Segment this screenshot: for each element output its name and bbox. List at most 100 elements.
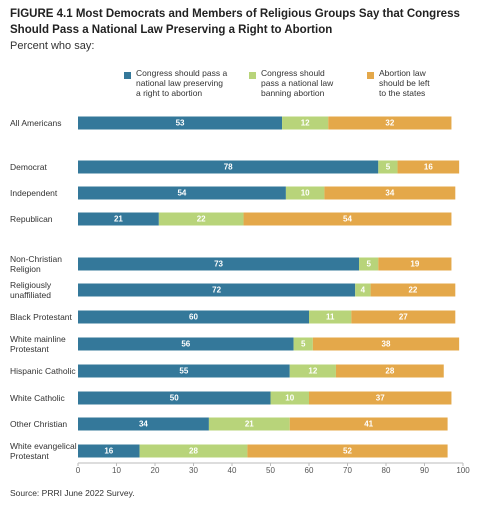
legend-swatch xyxy=(367,72,374,79)
value-label: 10 xyxy=(301,189,310,198)
x-tick-label: 10 xyxy=(112,466,121,475)
bar-segment xyxy=(208,417,290,431)
value-label: 21 xyxy=(245,420,254,429)
bar-segment xyxy=(335,364,444,378)
category-label: Other Christian xyxy=(10,419,68,429)
value-label: 19 xyxy=(410,260,419,269)
x-tick-label: 20 xyxy=(151,466,160,475)
bar-segment xyxy=(293,337,313,351)
value-label: 27 xyxy=(399,313,408,322)
value-label: 10 xyxy=(285,394,294,403)
bar-segment xyxy=(78,391,271,405)
bar-segment xyxy=(78,444,140,458)
bar-segment xyxy=(378,160,398,174)
bar-segment xyxy=(370,283,456,297)
value-label: 32 xyxy=(385,119,394,128)
legend-swatch xyxy=(249,72,256,79)
value-label: 5 xyxy=(386,163,391,172)
x-tick-label: 80 xyxy=(382,466,391,475)
category-label: White mainline Protestant xyxy=(10,334,66,354)
bar-segment xyxy=(243,212,452,226)
x-tick-label: 100 xyxy=(456,466,470,475)
value-label: 37 xyxy=(376,394,385,403)
bar-segment xyxy=(289,364,336,378)
category-label: All Americans xyxy=(10,118,62,128)
value-label: 38 xyxy=(382,340,391,349)
x-tick-label: 50 xyxy=(266,466,275,475)
x-tick-label: 40 xyxy=(228,466,237,475)
source: Source: PRRI June 2022 Survey. xyxy=(10,488,135,498)
bar-segment xyxy=(285,186,325,200)
value-label: 22 xyxy=(197,215,206,224)
subtitle: Percent who say: xyxy=(10,40,95,52)
bar-segment xyxy=(351,310,456,324)
bar-segment xyxy=(270,391,309,405)
bar-segment xyxy=(78,417,209,431)
legend-swatch xyxy=(124,72,131,79)
category-label: Black Protestant xyxy=(10,312,72,322)
value-label: 16 xyxy=(104,447,113,456)
bar-segment xyxy=(78,160,379,174)
x-tick-label: 90 xyxy=(420,466,429,475)
legend-label: Congress should pass a national law bann… xyxy=(261,68,334,98)
value-label: 5 xyxy=(301,340,306,349)
value-label: 22 xyxy=(408,286,417,295)
bar-segment xyxy=(328,116,452,130)
x-tick-label: 30 xyxy=(189,466,198,475)
category-label: Independent xyxy=(10,188,58,198)
category-label: Democrat xyxy=(10,162,47,172)
value-label: 16 xyxy=(424,163,433,172)
value-label: 72 xyxy=(212,286,221,295)
value-label: 34 xyxy=(139,420,148,429)
value-label: 53 xyxy=(176,119,185,128)
value-label: 28 xyxy=(189,447,198,456)
bar-segment xyxy=(378,257,452,271)
bar-segment xyxy=(78,186,286,200)
category-label: Hispanic Catholic xyxy=(10,366,76,376)
bar-segment xyxy=(78,337,294,351)
value-label: 5 xyxy=(366,260,371,269)
bar-segment xyxy=(309,391,452,405)
category-label: Religiously unaffiliated xyxy=(10,280,52,300)
chart-title: FIGURE 4.1 Most Democrats and Members of… xyxy=(10,8,460,36)
value-label: 50 xyxy=(170,394,179,403)
value-label: 11 xyxy=(326,313,335,322)
legend-label: Congress should pass a national law pres… xyxy=(136,68,228,98)
value-label: 4 xyxy=(361,286,366,295)
bar-segment xyxy=(78,257,360,271)
category-label: Republican xyxy=(10,214,53,224)
bar-segment xyxy=(78,364,290,378)
value-label: 55 xyxy=(179,367,188,376)
value-label: 28 xyxy=(385,367,394,376)
value-label: 56 xyxy=(181,340,190,349)
bar-segment xyxy=(78,212,159,226)
value-label: 54 xyxy=(343,215,352,224)
bar-segment xyxy=(78,116,283,130)
bar-segment xyxy=(324,186,456,200)
value-label: 60 xyxy=(189,313,198,322)
bar-segment xyxy=(78,283,356,297)
value-label: 52 xyxy=(343,447,352,456)
bar-segment xyxy=(78,310,309,324)
category-label: White evangelical Protestant xyxy=(10,441,77,461)
legend-label: Abortion law should be left to the state… xyxy=(379,68,430,98)
value-label: 21 xyxy=(114,215,123,224)
value-label: 73 xyxy=(214,260,223,269)
bar-segment xyxy=(312,337,460,351)
value-label: 34 xyxy=(385,189,394,198)
x-tick-label: 60 xyxy=(305,466,314,475)
bar-segment xyxy=(282,116,329,130)
x-tick-label: 0 xyxy=(76,466,81,475)
value-label: 78 xyxy=(224,163,233,172)
x-tick-label: 70 xyxy=(343,466,352,475)
bar-segment xyxy=(359,257,379,271)
bar-segment xyxy=(397,160,460,174)
value-label: 54 xyxy=(177,189,186,198)
value-label: 12 xyxy=(301,119,310,128)
value-label: 12 xyxy=(308,367,317,376)
bar-segment xyxy=(139,444,248,458)
bar-segment xyxy=(289,417,448,431)
bar-segment xyxy=(247,444,448,458)
category-label: Non-Christian Religion xyxy=(10,254,62,274)
